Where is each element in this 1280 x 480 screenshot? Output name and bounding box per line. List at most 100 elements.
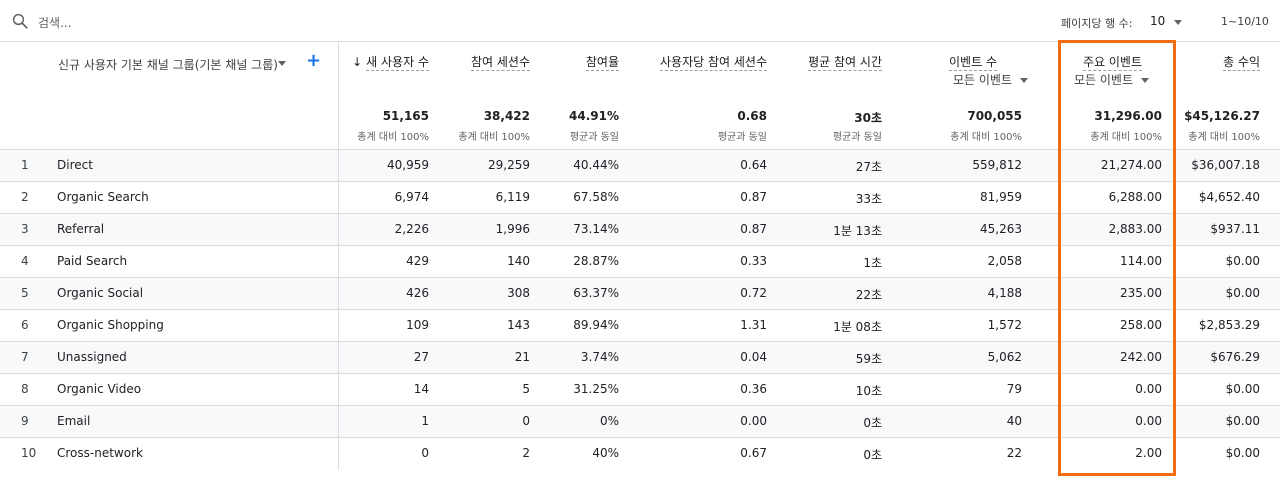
channel-name: Unassigned xyxy=(57,350,127,364)
table-row[interactable]: 7 Unassigned 27 21 3.74% 0.04 59초 5,062 242.00 $6… xyxy=(0,341,1280,373)
table-row[interactable]: 3 Referral 2,226 1,996 73.14% 0.87 1분 13초 45,26… xyxy=(0,213,1280,245)
row-index: 4 xyxy=(21,254,29,268)
metric-cell: 2,883.00 xyxy=(1108,222,1162,236)
table-row[interactable]: 8 Organic Video 14 5 31.25% 0.36 10초 79 0.00 $0.0… xyxy=(0,373,1280,405)
column-divider xyxy=(338,42,339,470)
row-index: 1 xyxy=(21,158,29,172)
row-divider xyxy=(0,213,1280,214)
total-new-users: 51,165 xyxy=(382,109,429,123)
metric-cell: 1,572 xyxy=(987,318,1022,332)
metric-cell: $676.29 xyxy=(1210,350,1260,364)
total-sub: 평균과 동일 xyxy=(717,132,767,143)
metric-cell: 6,119 xyxy=(495,190,530,204)
metric-cell: $0.00 xyxy=(1225,382,1260,396)
channel-name: Direct xyxy=(57,158,93,172)
metric-cell: 28.87% xyxy=(573,254,619,268)
table-row[interactable]: 5 Organic Social 426 308 63.37% 0.72 22초 4,188 2… xyxy=(0,277,1280,309)
dimension-selector[interactable]: 신규 사용자 기본 채널 그룹(기본 채널 그룹) xyxy=(58,58,278,72)
total-avg-engagement-time: 30초 xyxy=(854,111,882,125)
column-header-avg-engagement-time[interactable]: 평균 참여 시간 xyxy=(808,55,882,71)
metric-cell: 1초 xyxy=(863,256,882,270)
table-row[interactable]: 4 Paid Search 429 140 28.87% 0.33 1초 2,058 114.0… xyxy=(0,245,1280,277)
row-index: 7 xyxy=(21,350,29,364)
metric-cell: 45,263 xyxy=(980,222,1022,236)
metric-cell: 79 xyxy=(1006,382,1022,396)
metric-cell: 1,996 xyxy=(495,222,530,236)
column-header-key-events[interactable]: 주요 이벤트 xyxy=(1082,55,1142,71)
table-toolbar: 검색... 페이지당 행 수: 10 1~10/10 xyxy=(0,0,1280,42)
metric-cell: 143 xyxy=(507,318,530,332)
table-row[interactable]: 10 Cross-network 0 2 40% 0.67 0초 22 2.00 $0.00 xyxy=(0,437,1280,469)
rows-per-page-select[interactable]: 10 xyxy=(1150,14,1166,28)
column-header-event-count[interactable]: 이벤트 수 xyxy=(949,55,997,71)
pagination-range: 1~10/10 xyxy=(1221,15,1269,28)
total-sub: 평균과 동일 xyxy=(832,132,882,143)
row-divider xyxy=(0,181,1280,182)
metric-cell: 63.37% xyxy=(573,286,619,300)
rows-per-page-label: 페이지당 행 수: xyxy=(1061,17,1133,30)
metric-cell: 0.00 xyxy=(740,414,767,428)
metric-cell: 40,959 xyxy=(387,158,429,172)
row-index: 5 xyxy=(21,286,29,300)
metric-cell: 3.74% xyxy=(580,350,619,364)
metric-cell: 1분 08초 xyxy=(833,320,882,334)
total-engaged-sessions: 38,422 xyxy=(483,109,530,123)
metric-cell: 33초 xyxy=(855,192,882,206)
chevron-down-icon[interactable] xyxy=(1020,78,1029,83)
row-index: 9 xyxy=(21,414,29,428)
search-input[interactable]: 검색... xyxy=(38,16,72,30)
row-divider xyxy=(0,405,1280,406)
metric-cell: 1 xyxy=(421,414,429,428)
metric-cell: 40.44% xyxy=(573,158,619,172)
metric-cell: $36,007.18 xyxy=(1191,158,1260,172)
metric-cell: 235.00 xyxy=(1120,286,1162,300)
metric-cell: 2.00 xyxy=(1135,446,1162,460)
chevron-down-icon[interactable] xyxy=(1141,78,1150,83)
total-sub: 평균과 동일 xyxy=(569,132,619,143)
row-divider xyxy=(0,309,1280,310)
channel-name: Organic Video xyxy=(57,382,142,396)
metric-cell: 0.33 xyxy=(740,254,767,268)
total-revenue: $45,126.27 xyxy=(1184,109,1260,123)
arrow-down-icon: ↓ xyxy=(352,55,363,69)
metric-cell: 0 xyxy=(421,446,429,460)
row-index: 10 xyxy=(21,446,37,460)
row-index: 2 xyxy=(21,190,29,204)
column-header-total-revenue[interactable]: 총 수익 xyxy=(1223,55,1260,71)
total-event-count: 700,055 xyxy=(967,109,1022,123)
metric-cell: 4,188 xyxy=(987,286,1022,300)
table-row[interactable]: 6 Organic Shopping 109 143 89.94% 1.31 1분 08초 1… xyxy=(0,309,1280,341)
column-header-engagement-rate[interactable]: 참여율 xyxy=(585,55,619,71)
metric-cell: 40% xyxy=(592,446,619,460)
metric-cell: 59초 xyxy=(855,352,882,366)
metric-cell: 2,226 xyxy=(394,222,429,236)
chevron-down-icon[interactable] xyxy=(278,61,286,66)
metric-cell: 5 xyxy=(522,382,530,396)
column-header-engaged-sessions[interactable]: 참여 세션수 xyxy=(470,55,530,71)
column-header-new-users[interactable]: ↓ 새 사용자 수 xyxy=(352,55,429,71)
total-key-events: 31,296.00 xyxy=(1094,109,1162,123)
metric-cell: 2,058 xyxy=(987,254,1022,268)
metric-cell: 0.64 xyxy=(740,158,767,172)
table-row[interactable]: 9 Email 1 0 0% 0.00 0초 40 0.00 $0.00 xyxy=(0,405,1280,437)
metric-cell: 29,259 xyxy=(488,158,530,172)
metric-cell: 14 xyxy=(413,382,429,396)
key-event-filter-select[interactable]: 모든 이벤트 xyxy=(1074,71,1150,88)
total-sub: 총계 대비 100% xyxy=(1090,132,1162,143)
column-header-sessions-per-user[interactable]: 사용자당 참여 세션수 xyxy=(660,55,767,71)
chevron-down-icon[interactable] xyxy=(1174,20,1182,25)
add-dimension-button[interactable]: + xyxy=(306,50,322,71)
channel-name: Organic Social xyxy=(57,286,144,300)
row-index: 6 xyxy=(21,318,29,332)
table-row[interactable]: 2 Organic Search 6,974 6,119 67.58% 0.87 33초 81… xyxy=(0,181,1280,213)
table-row[interactable]: 1 Direct 40,959 29,259 40.44% 0.64 27초 559,812 2… xyxy=(0,149,1280,181)
metric-cell: 0% xyxy=(599,414,619,428)
event-filter-select[interactable]: 모든 이벤트 xyxy=(953,71,1029,88)
total-sessions-per-user: 0.68 xyxy=(737,109,767,123)
metric-cell: 429 xyxy=(406,254,429,268)
total-sub: 총계 대비 100% xyxy=(1188,132,1260,143)
metric-cell: 21 xyxy=(514,350,530,364)
search-icon[interactable] xyxy=(11,12,29,30)
channel-name: Email xyxy=(57,414,91,428)
channel-name: Paid Search xyxy=(57,254,128,268)
